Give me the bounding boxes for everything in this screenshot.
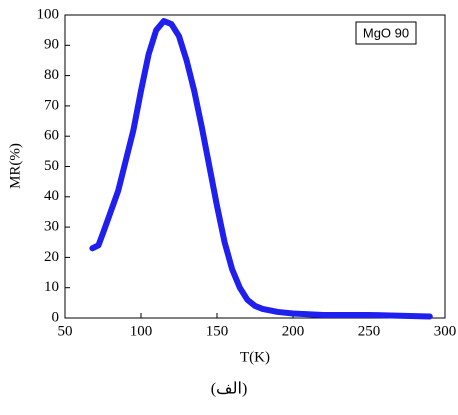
y-tick-label: 80 bbox=[44, 67, 59, 83]
y-tick-label: 70 bbox=[44, 97, 59, 113]
y-tick-label: 50 bbox=[44, 158, 59, 174]
caption: (الف) bbox=[211, 381, 248, 398]
y-tick-label: 90 bbox=[44, 37, 59, 53]
x-tick-label: 250 bbox=[358, 323, 381, 339]
y-tick-label: 0 bbox=[52, 309, 60, 325]
x-tick-label: 150 bbox=[206, 323, 229, 339]
y-tick-label: 30 bbox=[44, 219, 59, 235]
y-tick-label: 60 bbox=[44, 128, 59, 144]
y-tick-label: 40 bbox=[44, 188, 59, 204]
x-tick-label: 50 bbox=[58, 323, 73, 339]
x-tick-label: 200 bbox=[282, 323, 305, 339]
x-tick-label: 100 bbox=[130, 323, 153, 339]
x-axis-label: T(K) bbox=[240, 349, 270, 365]
y-tick-label: 10 bbox=[44, 279, 59, 295]
legend-box bbox=[355, 21, 417, 45]
data-line bbox=[89, 18, 433, 320]
y-axis-label: MR(%) bbox=[7, 143, 23, 189]
legend-text: MgO 90 bbox=[363, 25, 409, 40]
x-tick-label: 300 bbox=[434, 323, 457, 339]
y-tick-label: 100 bbox=[37, 6, 60, 22]
y-tick-label: 20 bbox=[44, 249, 59, 265]
